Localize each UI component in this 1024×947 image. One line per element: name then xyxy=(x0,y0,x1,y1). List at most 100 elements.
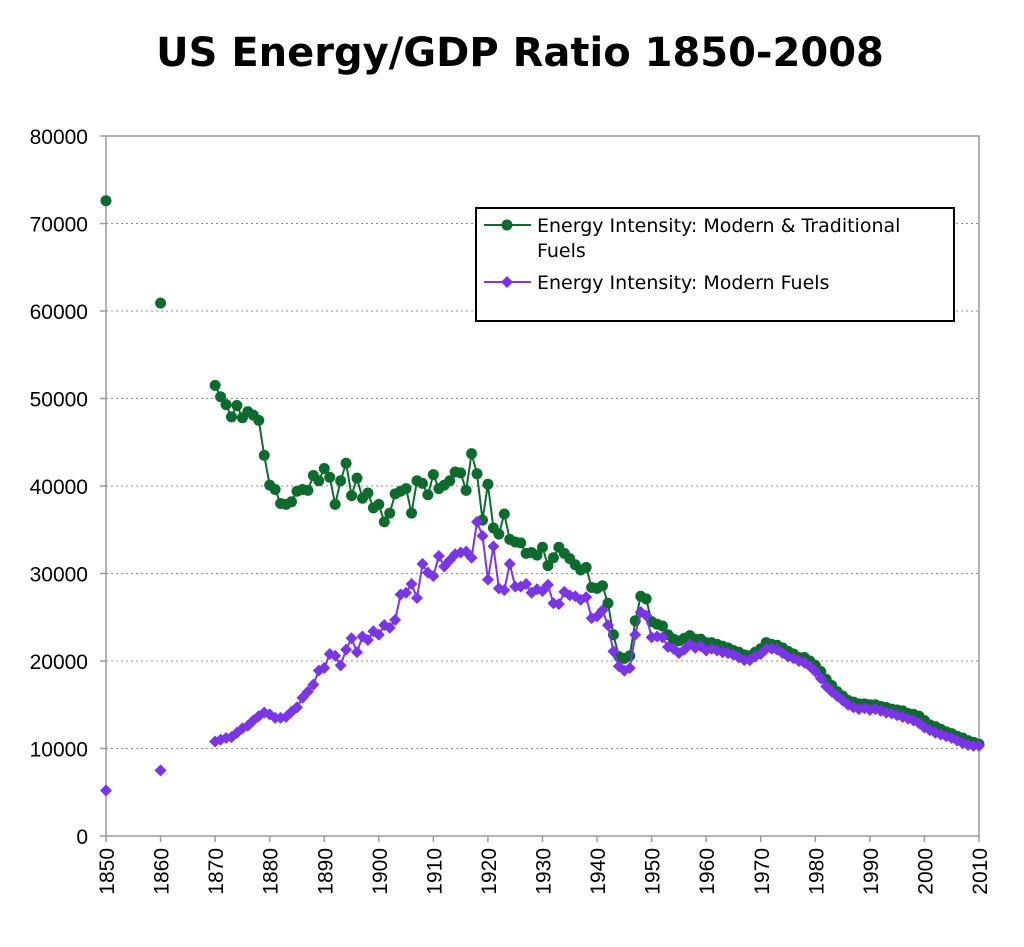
data-point xyxy=(384,507,396,519)
data-point xyxy=(378,516,390,528)
data-point xyxy=(100,195,112,207)
data-point xyxy=(471,468,483,480)
data-point xyxy=(547,552,559,564)
data-point xyxy=(515,537,527,549)
data-point xyxy=(580,591,593,604)
data-point xyxy=(416,557,429,570)
legend-marker-series-2 xyxy=(501,276,513,288)
data-point xyxy=(537,541,548,553)
x-tick-label: 1870 xyxy=(205,848,228,895)
data-point xyxy=(460,484,472,496)
data-point xyxy=(290,701,303,714)
data-point xyxy=(542,560,554,572)
data-point xyxy=(656,631,669,644)
data-point xyxy=(340,643,353,656)
data-point xyxy=(400,483,412,495)
data-point xyxy=(597,580,609,592)
y-axis-tick-labels: 0 10000 20000 30000 40000 50000 60000 70000 8000… xyxy=(30,126,106,849)
x-tick-label: 1860 xyxy=(151,848,174,895)
legend-label-series-2: Energy Intensity: Modern Fuels xyxy=(537,272,829,294)
data-point xyxy=(345,632,358,645)
data-point xyxy=(482,478,494,490)
x-tick-label: 1850 xyxy=(96,848,119,895)
series-2 xyxy=(100,515,985,797)
data-point xyxy=(318,463,330,474)
data-point xyxy=(313,475,325,487)
data-point xyxy=(324,471,336,483)
data-point xyxy=(466,448,478,460)
data-point xyxy=(220,399,232,411)
x-tick-label: 1970 xyxy=(751,848,774,895)
legend-label-series-1-wrap: Fuels xyxy=(537,240,586,262)
data-point xyxy=(405,578,418,590)
data-point xyxy=(416,477,428,489)
data-point xyxy=(552,598,565,611)
chart-title: US Energy/GDP Ratio 1850-2008 xyxy=(156,30,884,76)
x-tick-label: 1930 xyxy=(533,848,556,895)
data-point xyxy=(155,297,167,309)
data-point xyxy=(335,475,347,487)
data-point xyxy=(481,573,494,586)
data-point xyxy=(602,597,614,609)
data-point xyxy=(350,646,363,659)
data-point xyxy=(351,472,363,484)
x-tick-label: 1910 xyxy=(423,848,446,895)
data-point xyxy=(329,649,342,662)
data-point xyxy=(809,665,822,678)
legend-marker-series-1 xyxy=(501,219,513,231)
data-point xyxy=(334,659,347,672)
y-tick-label: 40000 xyxy=(30,476,88,499)
series-layer xyxy=(100,195,985,797)
data-point xyxy=(427,570,440,583)
data-point xyxy=(580,561,592,573)
data-point xyxy=(318,662,331,674)
data-point xyxy=(362,487,374,499)
legend-label-series-1: Energy Intensity: Modern & Traditional xyxy=(537,215,900,237)
data-point xyxy=(373,498,385,510)
data-point xyxy=(498,508,510,520)
data-point xyxy=(346,490,358,502)
y-tick-label: 70000 xyxy=(30,214,88,237)
data-point xyxy=(455,467,467,479)
data-point xyxy=(432,550,445,562)
data-point xyxy=(814,672,827,685)
data-point xyxy=(406,507,418,519)
data-point xyxy=(372,628,385,641)
y-tick-label: 10000 xyxy=(30,739,88,762)
data-point xyxy=(422,489,434,501)
data-point xyxy=(471,515,484,528)
data-point xyxy=(640,609,653,622)
data-point xyxy=(258,449,270,461)
data-point xyxy=(531,549,543,561)
x-tick-label: 2010 xyxy=(969,848,992,895)
data-point xyxy=(493,528,505,540)
legend: Energy Intensity: Modern & Traditional F… xyxy=(475,207,955,322)
data-point xyxy=(253,414,265,426)
data-point xyxy=(154,764,167,777)
data-point xyxy=(640,593,652,605)
x-tick-label: 1940 xyxy=(587,848,610,895)
data-point xyxy=(389,613,402,626)
y-tick-label: 20000 xyxy=(30,651,88,674)
y-tick-label: 0 xyxy=(76,826,88,849)
data-point xyxy=(607,645,620,658)
data-point xyxy=(100,784,112,797)
data-point xyxy=(476,529,489,542)
x-tick-label: 1900 xyxy=(369,848,392,895)
data-point xyxy=(973,739,985,752)
data-point xyxy=(215,391,227,403)
data-point xyxy=(400,586,413,599)
data-point xyxy=(307,678,320,691)
data-point xyxy=(427,469,439,481)
x-tick-label: 1920 xyxy=(478,848,501,895)
x-tick-label: 1990 xyxy=(860,848,883,895)
x-tick-label: 1960 xyxy=(696,848,719,895)
data-point xyxy=(520,578,533,590)
data-point xyxy=(383,621,396,634)
data-point xyxy=(629,628,642,641)
data-point xyxy=(302,484,314,496)
data-point xyxy=(361,634,374,646)
x-tick-label: 1890 xyxy=(314,848,337,895)
data-point xyxy=(301,685,314,698)
